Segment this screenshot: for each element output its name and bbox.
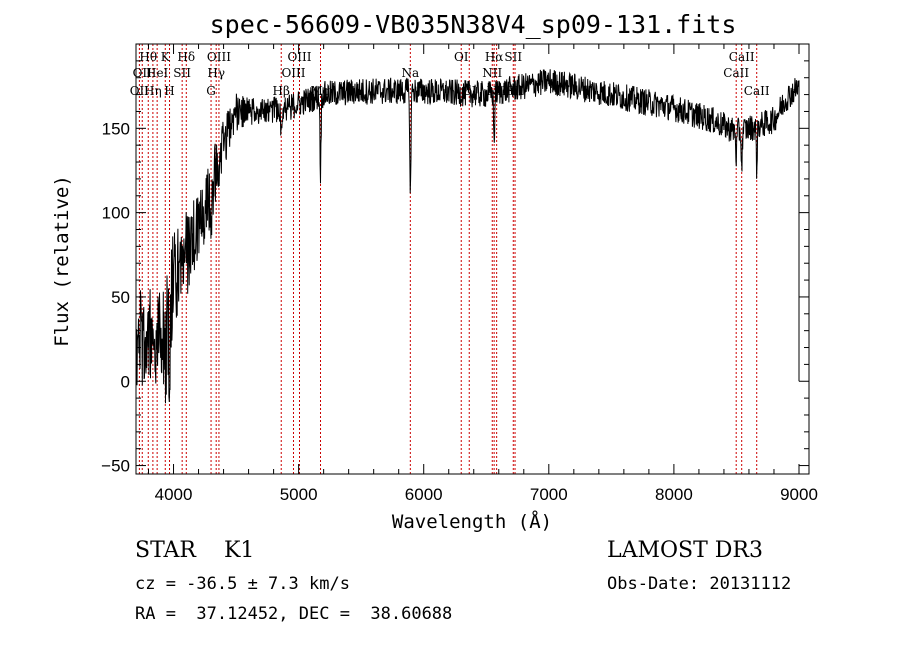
- x-tick-label: 6000: [405, 485, 443, 504]
- spectral-line-labels: OIIOIIHθHηHeIKHSIIHδGHγOIIIHβOIIIOIIIMgN…: [130, 50, 770, 98]
- x-tick-label: 9000: [780, 485, 818, 504]
- x-tick-label: 7000: [530, 485, 568, 504]
- observation-date: Obs-Date: 20131112: [607, 574, 792, 594]
- x-tick-label: 5000: [280, 485, 318, 504]
- x-axis: 4000 5000 6000 7000 8000 9000: [148, 44, 818, 504]
- chart-title: spec-56609-VB035N38V4_sp09-131.fits: [210, 10, 737, 39]
- spectral-line-label: H: [164, 84, 174, 98]
- y-tick-label: 0: [121, 372, 130, 391]
- spectral-line-label: OIII: [207, 50, 231, 64]
- spectral-line-label: Na: [402, 66, 420, 80]
- spectral-line-label: OII: [133, 66, 153, 80]
- spectral-line-label: NII: [482, 66, 502, 80]
- x-tick-label: 8000: [655, 485, 693, 504]
- spectral-line-label: CaII: [729, 50, 755, 64]
- spectral-line-label: OII: [130, 84, 150, 98]
- y-axis-label: Flux (relative): [51, 175, 73, 347]
- velocity-readout: cz = -36.5 ± 7.3 km/s: [135, 574, 350, 594]
- y-axis: −50 0 50 100 150: [101, 60, 809, 476]
- spectral-line-label: Hδ: [177, 50, 195, 64]
- spectral-line-label: SII: [173, 66, 191, 80]
- spectral-line-label: HeI: [146, 66, 169, 80]
- spectral-line-label: OIII: [287, 50, 311, 64]
- spectral-line-label: Hα: [485, 50, 504, 64]
- object-class: STAR K1: [135, 538, 255, 563]
- spectral-line-label: Hθ: [139, 50, 157, 64]
- spectral-line-label: SII: [504, 50, 522, 64]
- spectral-line-label: OIII: [281, 66, 305, 80]
- y-tick-label: 150: [102, 119, 130, 138]
- y-tick-label: −50: [101, 457, 130, 476]
- spectral-line-label: Hβ: [273, 84, 290, 98]
- survey-name: LAMOST DR3: [607, 538, 763, 563]
- spectral-line-label: Hη: [144, 84, 162, 98]
- spectral-line-label: Hγ: [207, 66, 225, 80]
- y-tick-label: 100: [102, 204, 130, 223]
- coordinates: RA = 37.12452, DEC = 38.60688: [135, 604, 453, 624]
- spectrum-line: [135, 69, 800, 404]
- x-axis-label: Wavelength (Å): [392, 510, 552, 533]
- spectral-line-label: G: [206, 84, 216, 98]
- plot-frame: [135, 43, 810, 475]
- spectral-line-label: K: [161, 50, 171, 64]
- spectral-line-label: OI: [454, 50, 469, 64]
- x-tick-label: 4000: [155, 485, 193, 504]
- spectral-line-label: CaII: [723, 66, 749, 80]
- y-tick-label: 50: [111, 288, 130, 307]
- spectral-line-label: CaII: [744, 84, 770, 98]
